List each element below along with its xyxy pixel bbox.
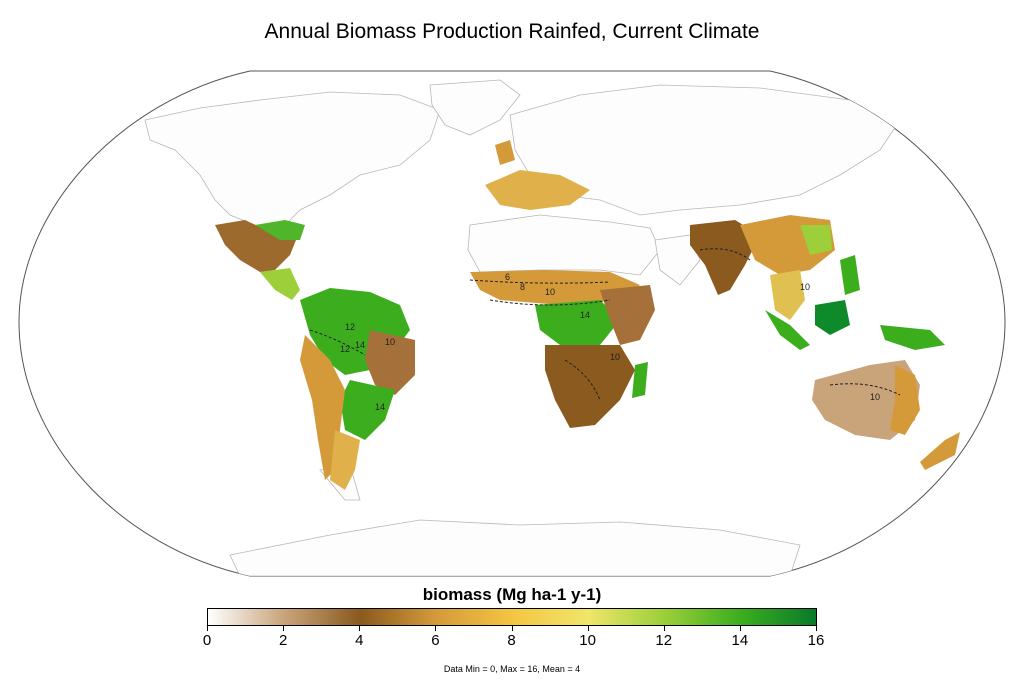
region-sahel [470,270,640,305]
contour-label: 14 [355,340,365,350]
colorbar-tick-label: 14 [731,632,749,649]
region-europe [485,170,590,210]
contour-label: 10 [610,352,620,362]
region-us-southeast [255,220,305,240]
region-argentina [330,430,360,490]
contour-label: 10 [800,282,810,292]
colorbar-tick-label: 12 [655,632,673,649]
colorbar-tick [435,626,437,631]
region-south-brazil [340,380,395,440]
colorbar-tick [207,626,208,631]
colorbar-tick-label: 4 [355,632,364,649]
land-outlines [144,79,901,576]
contour-label: 10 [385,337,395,347]
contour-label: 6 [505,272,510,282]
colorbar-tick [359,626,361,631]
region-new-zealand [920,432,960,470]
region-indochina [770,270,805,320]
contour-label: 12 [345,322,355,332]
region-sumatra [765,310,810,350]
colorbar-tick [283,626,285,631]
colorbar-tick [816,626,817,631]
region-se-china [800,225,832,255]
colorbar-tick-label: 2 [278,632,288,649]
region-australia-east [890,365,920,435]
map-title: Annual Biomass Production Rainfed, Curre… [264,20,760,43]
region-uk [495,140,515,165]
contour-label-group: 10 12 14 10 14 10 14 10 12 6 8 10 [340,272,880,412]
region-brazil-east [365,330,415,395]
region-southern-africa [545,345,635,428]
region-east-africa [600,285,655,345]
region-new-guinea [880,325,945,350]
region-borneo [815,300,850,335]
contour-label: 8 [520,282,525,292]
region-central-america [260,268,300,300]
contour-label: 14 [375,402,385,412]
contour-label: 14 [580,310,590,320]
colorbar-tick-label: 8 [507,632,516,649]
legend-title: biomass (Mg ha-1 y-1) [422,585,602,604]
colorbar-tick-label: 6 [431,632,440,649]
colorbar-tick-label: 0 [202,632,212,649]
region-congo [535,300,620,345]
contour-label: 10 [870,392,880,402]
region-india [690,220,760,295]
colorbar-tick-label: 16 [807,632,825,649]
region-philippines [840,255,860,295]
region-madagascar [632,362,648,398]
contour-label: 12 [340,344,350,354]
contour-lines [309,248,901,401]
colorbar-tick [739,626,741,631]
colorbar [207,608,817,626]
colorbar-tick [587,626,589,631]
colorbar-tick [663,626,665,631]
contour-label: 10 [545,287,555,297]
data-stats: Data Min = 0, Max = 16, Mean = 4 [443,664,581,674]
colorbar-tick [511,626,513,631]
colorbar-tick-label: 10 [579,632,596,649]
